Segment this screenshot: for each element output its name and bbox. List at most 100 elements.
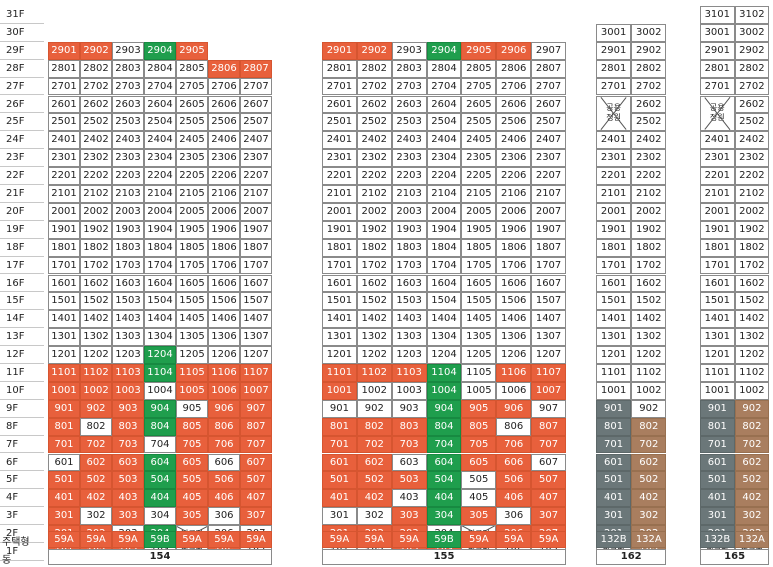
- unit-cell: 1904: [426, 220, 462, 239]
- unit-cell: 704: [426, 435, 462, 454]
- unit-cell: 1502: [631, 292, 667, 311]
- unit-cell: 1606: [496, 274, 532, 293]
- unit-cell: 2105: [461, 185, 497, 203]
- unit-cell: 2705: [176, 77, 208, 96]
- floor-label: 31F: [0, 6, 44, 24]
- unit-cell: 1007: [240, 381, 272, 400]
- unit-cell: 1501: [596, 292, 632, 311]
- unit-cell: 1403: [391, 310, 427, 329]
- unit-cell: 805: [461, 417, 497, 436]
- unit-cell: 407: [531, 489, 566, 508]
- unit-cell: 303: [391, 507, 427, 526]
- unit-cell: 605: [176, 453, 208, 472]
- unit-cell: 1605: [461, 274, 497, 293]
- unit-cell: 2407: [240, 131, 272, 150]
- unit-cell: 1105: [461, 364, 497, 382]
- unit-cell: 1802: [80, 238, 112, 257]
- unit-cell: 2404: [426, 131, 462, 150]
- unit-cell: 1406: [208, 310, 240, 329]
- unit-type-cell: 59A: [356, 531, 392, 548]
- unit-cell: 406: [496, 489, 532, 508]
- unit-cell: 2704: [144, 77, 176, 96]
- floor-label: 3F: [0, 507, 44, 526]
- unit-cell: 1901: [322, 220, 357, 239]
- unit-cell: 1104: [426, 364, 462, 382]
- unit-cell: 2001: [700, 202, 735, 221]
- unit-cell: 2906: [496, 41, 532, 60]
- unit-cell: 507: [531, 471, 566, 490]
- building-row-label: 동: [2, 555, 12, 566]
- unit-cell: 2805: [176, 59, 208, 78]
- unit-cell: 901: [596, 399, 632, 418]
- unit-cell: 2907: [531, 41, 566, 60]
- unit-cell: 1401: [322, 310, 357, 329]
- unit-cell: 305: [461, 507, 497, 526]
- unit-cell: 604: [426, 453, 462, 472]
- unit-cell: 1003: [112, 381, 144, 400]
- unit-cell: 1804: [144, 238, 176, 257]
- unit-cell: 906: [208, 399, 240, 418]
- unit-cell: 2702: [80, 77, 112, 96]
- floor-label: 15F: [0, 292, 44, 311]
- unit-cell: 1801: [322, 238, 357, 257]
- unit-cell: 2001: [322, 202, 357, 221]
- unit-cell: 602: [734, 453, 770, 472]
- unit-cell: 1006: [208, 381, 240, 400]
- unit-cell: 2401: [322, 131, 357, 150]
- unit-cell: 2006: [208, 202, 240, 221]
- unit-cell: 504: [426, 471, 462, 490]
- unit-cell: 1305: [461, 328, 497, 347]
- unit-cell: 1202: [734, 346, 770, 364]
- unit-cell: 2801: [322, 59, 357, 78]
- unit-cell: 2806: [496, 59, 532, 78]
- unit-cell: 2305: [176, 149, 208, 168]
- unit-cell: 1207: [240, 346, 272, 364]
- common-garden-cell: 공용 정원: [700, 95, 735, 132]
- unit-cell: 2207: [240, 167, 272, 185]
- unit-cell: 2207: [531, 167, 566, 185]
- unit-cell: 1406: [496, 310, 532, 329]
- unit-cell: 401: [322, 489, 357, 508]
- unit-cell: 1601: [48, 274, 80, 293]
- unit-cell: 802: [734, 417, 770, 436]
- unit-cell: 801: [48, 417, 80, 436]
- unit-cell: 1602: [734, 274, 770, 293]
- unit-cell: 1303: [112, 328, 144, 347]
- unit-cell: 503: [112, 471, 144, 490]
- unit-cell: 1307: [531, 328, 566, 347]
- unit-cell: 2301: [48, 149, 80, 168]
- unit-cell: 2306: [208, 149, 240, 168]
- unit-cell: 302: [80, 507, 112, 526]
- unit-cell: 705: [176, 435, 208, 454]
- unit-cell: 1906: [496, 220, 532, 239]
- unit-cell: 1004: [426, 381, 462, 400]
- unit-cell: 2303: [112, 149, 144, 168]
- unit-cell: 2401: [596, 131, 632, 150]
- unit-cell: 2402: [631, 131, 667, 150]
- unit-cell: 1307: [240, 328, 272, 347]
- unit-cell: 1405: [176, 310, 208, 329]
- unit-cell: 702: [734, 435, 770, 454]
- floor-label: 20F: [0, 203, 44, 221]
- unit-cell: 2107: [531, 185, 566, 203]
- unit-type-cell: 59A: [48, 531, 80, 548]
- unit-cell: 1806: [496, 238, 532, 257]
- unit-cell: 2604: [144, 95, 176, 114]
- unit-cell: 301: [322, 507, 357, 526]
- unit-cell: 2304: [144, 149, 176, 168]
- unit-cell: 701: [322, 435, 357, 454]
- unit-cell: 1302: [734, 328, 770, 347]
- unit-cell: 701: [48, 435, 80, 454]
- unit-cell: 1001: [596, 381, 632, 400]
- floor-label: 2F: [0, 525, 44, 543]
- unit-cell: 703: [112, 435, 144, 454]
- unit-cell: 2206: [208, 167, 240, 185]
- unit-cell: 1402: [80, 310, 112, 329]
- unit-cell: 1107: [531, 364, 566, 382]
- unit-cell: 503: [391, 471, 427, 490]
- unit-type-cell: 132B: [700, 531, 735, 548]
- unit-cell: 2203: [391, 167, 427, 185]
- unit-cell: 1701: [48, 256, 80, 275]
- unit-cell: 1502: [734, 292, 770, 311]
- unit-cell: 907: [240, 399, 272, 418]
